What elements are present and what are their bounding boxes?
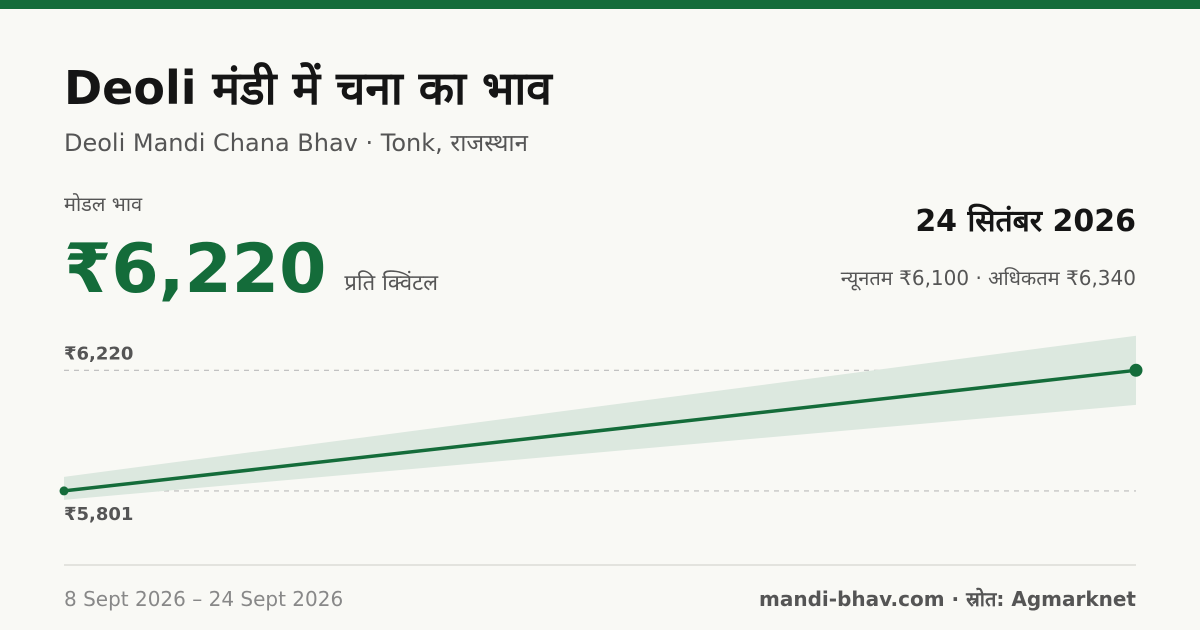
title: Deoli मंडी में चना का भाव (64, 61, 553, 115)
modal-price: ₹6,220 (64, 230, 326, 309)
chart: ₹5,801 ₹6,220 (59, 335, 1143, 525)
y-tick-label: ₹6,220 (64, 343, 133, 364)
y-tick-label: ₹5,801 (64, 504, 133, 525)
price-range: न्यूनतम ₹6,100 · अधिकतम ₹6,340 (841, 266, 1136, 291)
range-band (64, 335, 1136, 500)
source: mandi-bhav.com · स्रोत: Agmarknet (759, 587, 1136, 611)
price-date: 24 सितंबर 2026 (915, 203, 1136, 239)
price-unit: प्रति क्विंटल (344, 270, 439, 296)
date-range: 8 Sept 2026 – 24 Sept 2026 (64, 587, 343, 611)
price-point (1129, 363, 1143, 377)
subtitle: Deoli Mandi Chana Bhav · Tonk, राजस्थान (64, 129, 529, 157)
price-line (63, 368, 1137, 493)
price-point (59, 486, 69, 496)
price-label: मोडल भाव (64, 192, 143, 216)
top-bar (0, 0, 1200, 9)
